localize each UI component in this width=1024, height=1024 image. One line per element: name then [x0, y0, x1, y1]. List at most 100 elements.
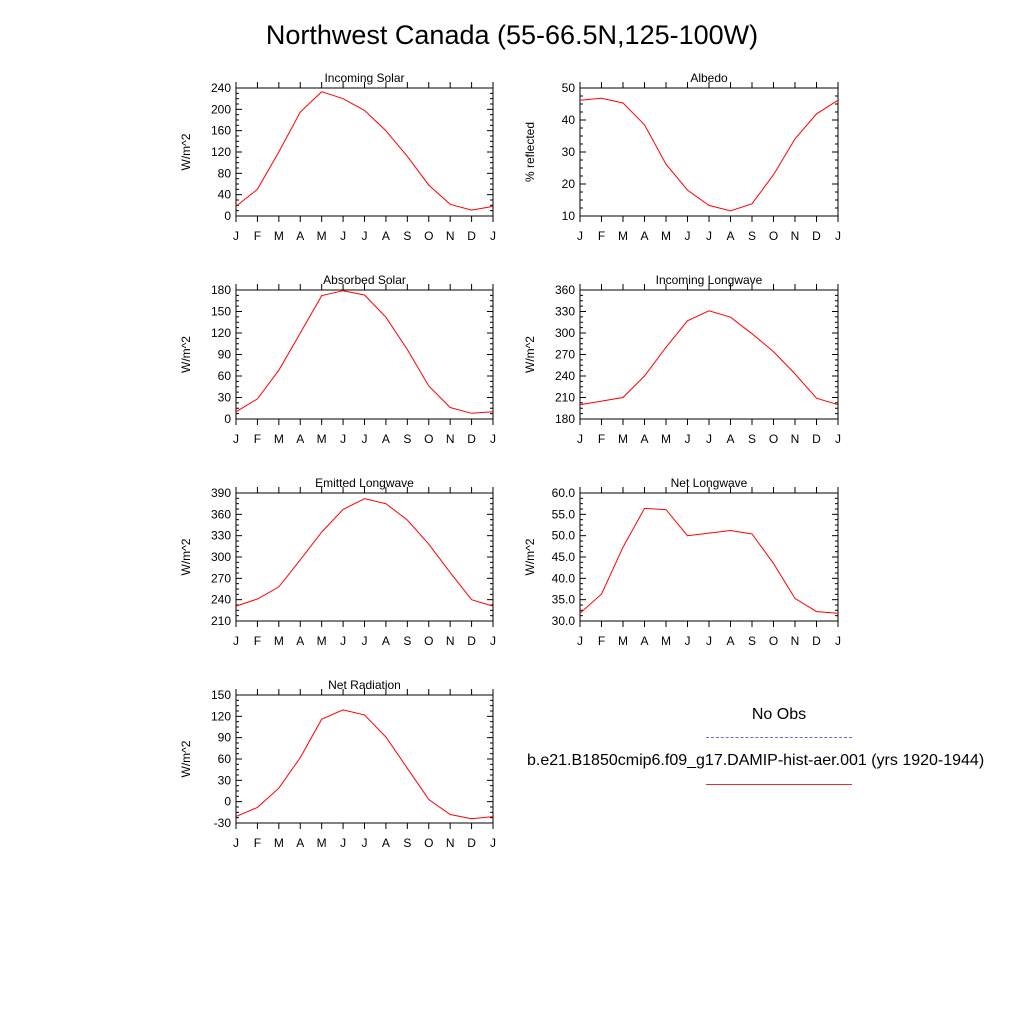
- panel-title: Incoming Longwave: [656, 273, 763, 287]
- x-tick-label: M: [317, 836, 327, 850]
- chart-panel-6: Net Longwave 30.0 35.0 40.0 45.0 50.0 55.0 60.0…: [523, 476, 841, 648]
- y-tick-label: 20: [562, 177, 576, 191]
- x-tick-label: J: [490, 836, 496, 850]
- x-tick-label: D: [467, 229, 476, 243]
- x-tick-label: N: [446, 229, 455, 243]
- y-tick-label: 120: [211, 326, 231, 340]
- x-tick-label: J: [835, 634, 841, 648]
- y-tick-label: 0: [224, 209, 231, 223]
- x-tick-label: M: [317, 634, 327, 648]
- x-tick-label: S: [748, 432, 756, 446]
- x-tick-label: M: [317, 229, 327, 243]
- y-tick-label: 40: [218, 188, 232, 202]
- page-title: Northwest Canada (55-66.5N,125-100W): [265, 20, 759, 50]
- x-tick-label: S: [403, 836, 411, 850]
- x-tick-label: J: [685, 634, 691, 648]
- series-line: [235, 709, 494, 820]
- y-tick-label: 150: [211, 305, 231, 319]
- x-tick-label: A: [296, 432, 304, 446]
- x-tick-label: J: [233, 229, 239, 243]
- x-tick-label: A: [382, 634, 390, 648]
- x-tick-label: M: [618, 432, 628, 446]
- y-tick-label: 360: [555, 283, 575, 297]
- x-tick-label: J: [835, 229, 841, 243]
- x-tick-label: M: [317, 432, 327, 446]
- y-tick-label: 45.0: [552, 550, 576, 564]
- series-line: [579, 310, 839, 406]
- y-tick-label: 210: [211, 614, 231, 628]
- y-tick-label: 30: [562, 145, 576, 159]
- x-tick-label: F: [598, 432, 605, 446]
- y-tick-label: 330: [555, 305, 575, 319]
- x-tick-label: A: [296, 634, 304, 648]
- x-tick-label: J: [706, 634, 712, 648]
- x-tick-label: A: [296, 836, 304, 850]
- x-tick-label: A: [640, 634, 648, 648]
- y-tick-label: 240: [555, 369, 575, 383]
- series-line: [235, 290, 494, 414]
- x-tick-label: J: [685, 432, 691, 446]
- y-tick-label: 390: [211, 486, 231, 500]
- x-tick-label: O: [769, 634, 778, 648]
- x-tick-label: J: [233, 432, 239, 446]
- series-line: [579, 97, 839, 212]
- plot-frame: [235, 289, 494, 420]
- panel-title: Absorbed Solar: [323, 273, 406, 287]
- x-tick-label: M: [274, 634, 284, 648]
- x-tick-label: M: [618, 634, 628, 648]
- x-tick-label: J: [685, 229, 691, 243]
- y-tick-label: 40: [562, 113, 576, 127]
- plot-frame: [579, 289, 839, 420]
- legend-obs-label: No Obs: [751, 706, 807, 723]
- x-tick-label: O: [769, 432, 778, 446]
- x-tick-label: O: [424, 432, 433, 446]
- x-tick-label: J: [362, 836, 368, 850]
- x-tick-label: D: [467, 836, 476, 850]
- panel-title: Albedo: [690, 71, 728, 85]
- x-tick-label: A: [382, 432, 390, 446]
- y-tick-label: 300: [211, 550, 231, 564]
- x-tick-label: S: [403, 432, 411, 446]
- x-tick-label: J: [340, 229, 346, 243]
- x-tick-label: A: [640, 432, 648, 446]
- y-axis-label: W/m^2: [179, 538, 193, 575]
- x-tick-label: N: [446, 836, 455, 850]
- x-tick-label: A: [726, 432, 734, 446]
- x-tick-label: A: [382, 836, 390, 850]
- y-tick-label: 330: [211, 529, 231, 543]
- panel-title: Net Radiation: [328, 678, 401, 692]
- x-tick-label: O: [424, 836, 433, 850]
- plot-frame: [235, 87, 494, 217]
- y-tick-label: 90: [218, 348, 232, 362]
- x-tick-label: N: [446, 634, 455, 648]
- y-axis-label: W/m^2: [179, 336, 193, 373]
- y-tick-label: 40.0: [552, 571, 576, 585]
- x-tick-label: S: [403, 229, 411, 243]
- x-tick-label: D: [812, 634, 821, 648]
- y-axis-label: W/m^2: [179, 133, 193, 170]
- x-tick-label: N: [791, 634, 800, 648]
- x-tick-label: J: [340, 432, 346, 446]
- y-tick-label: 35.0: [552, 593, 576, 607]
- y-axis-label: % reflected: [523, 122, 537, 182]
- y-tick-label: 180: [555, 412, 575, 426]
- y-tick-label: 120: [211, 145, 231, 159]
- x-tick-label: J: [362, 432, 368, 446]
- legend-obs-line: [706, 737, 852, 738]
- x-tick-label: J: [362, 634, 368, 648]
- x-tick-label: D: [812, 432, 821, 446]
- x-tick-label: J: [490, 432, 496, 446]
- y-tick-label: 60: [218, 752, 232, 766]
- legend-model-line: [706, 784, 852, 785]
- y-tick-label: 300: [555, 326, 575, 340]
- x-tick-label: M: [274, 229, 284, 243]
- y-tick-label: 210: [555, 391, 575, 405]
- x-tick-label: F: [254, 229, 261, 243]
- x-tick-label: J: [490, 229, 496, 243]
- y-tick-label: 0: [224, 412, 231, 426]
- y-tick-label: 180: [211, 283, 231, 297]
